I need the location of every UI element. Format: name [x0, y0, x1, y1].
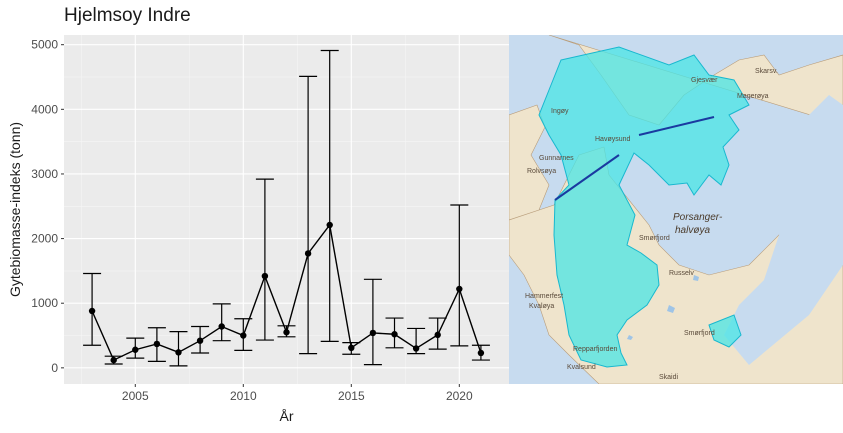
- map-svg: Gjesvær Skarsv. Ingøy Havøysund Magerøya…: [509, 35, 843, 384]
- data-point: [304, 250, 312, 257]
- error-bar: [212, 303, 231, 342]
- map-label-repparfjorden: Repparfjorden: [573, 346, 617, 353]
- x-tick-label: 2010: [230, 389, 257, 403]
- map-label-kvaloya: Kvaløya: [529, 303, 554, 310]
- data-point: [110, 356, 117, 364]
- y-tick-label: 3000: [31, 167, 58, 181]
- map-image: Gjesvær Skarsv. Ingøy Havøysund Magerøya…: [509, 35, 843, 384]
- x-tick-label: 2015: [338, 389, 365, 403]
- map-label-russelv: Russelv: [669, 270, 694, 277]
- x-tick-labels: 2005 2010 2015 2020: [122, 389, 473, 403]
- error-bar: [299, 75, 318, 355]
- x-tick-label: 2005: [122, 389, 149, 403]
- axis-ticks: [61, 44, 460, 387]
- map-label-rolvsoya: Rolvsøya: [527, 168, 556, 175]
- data-point: [348, 344, 355, 352]
- map-label-gunnarnes: Gunnarnes: [539, 155, 574, 162]
- map-label-mageroya: Magerøya: [737, 93, 769, 100]
- data-point: [434, 331, 441, 339]
- error-bars: [83, 49, 490, 367]
- error-bar: [450, 204, 469, 347]
- map-label-kvalsund: Kvalsund: [567, 364, 596, 371]
- data-point: [369, 329, 377, 337]
- map-marine-zone: [538, 46, 750, 368]
- error-bar: [255, 178, 274, 341]
- map-label-halvoya: halvøya: [675, 225, 710, 236]
- data-points: [88, 221, 485, 364]
- data-point: [326, 221, 333, 229]
- y-tick-label: 0: [51, 361, 58, 375]
- map-label-smorfjord-south: Smørfjord: [684, 330, 715, 337]
- data-point: [240, 332, 247, 339]
- y-tick-label: 2000: [31, 232, 58, 246]
- map-boundary-line-north: [638, 116, 715, 136]
- map-label-havoysund: Havøysund: [595, 136, 631, 143]
- error-bar: [320, 49, 339, 342]
- map-label-ingoy: Ingøy: [551, 108, 569, 115]
- map-boundary-line-west: [554, 154, 620, 201]
- map-label-skarsv: Skarsv.: [755, 68, 778, 75]
- y-tick-label: 5000: [31, 38, 58, 52]
- data-point: [477, 349, 485, 357]
- data-point: [261, 272, 269, 280]
- data-point: [196, 337, 204, 344]
- x-axis-title: År: [280, 408, 294, 424]
- chart-title: Hjelmsoy Indre: [64, 5, 191, 26]
- error-bar: [363, 278, 382, 366]
- x-tick-label: 2020: [446, 389, 473, 403]
- data-point: [283, 329, 290, 336]
- data-point: [456, 285, 463, 293]
- data-point: [412, 345, 420, 352]
- data-point: [153, 340, 161, 348]
- map-label-gjesvaer: Gjesvær: [691, 77, 718, 84]
- y-tick-labels: 0 1000 2000 3000 4000 5000: [31, 38, 58, 375]
- y-axis-title: Gytebiomasse-indeks (tonn): [7, 122, 23, 297]
- y-tick-label: 1000: [31, 296, 58, 310]
- error-bar: [169, 331, 188, 367]
- map-label-skaidi: Skaidi: [659, 374, 679, 381]
- chart-canvas: 0 1000 2000 3000 4000 5000 2005 2010 2015 2020 Å…: [7, 35, 509, 424]
- map-label-smorfjord: Smørfjord: [639, 235, 670, 242]
- data-point: [175, 349, 182, 356]
- data-point: [218, 323, 225, 330]
- data-point: [88, 307, 96, 315]
- data-point: [391, 331, 398, 338]
- map-label-hammerfest: Hammerfest: [525, 293, 563, 300]
- data-point: [132, 346, 139, 353]
- map-marine-zone-east: [708, 314, 742, 348]
- map-label-porsanger: Porsanger-: [673, 212, 723, 223]
- map-fjord-water: [724, 95, 843, 365]
- y-tick-label: 4000: [31, 102, 58, 116]
